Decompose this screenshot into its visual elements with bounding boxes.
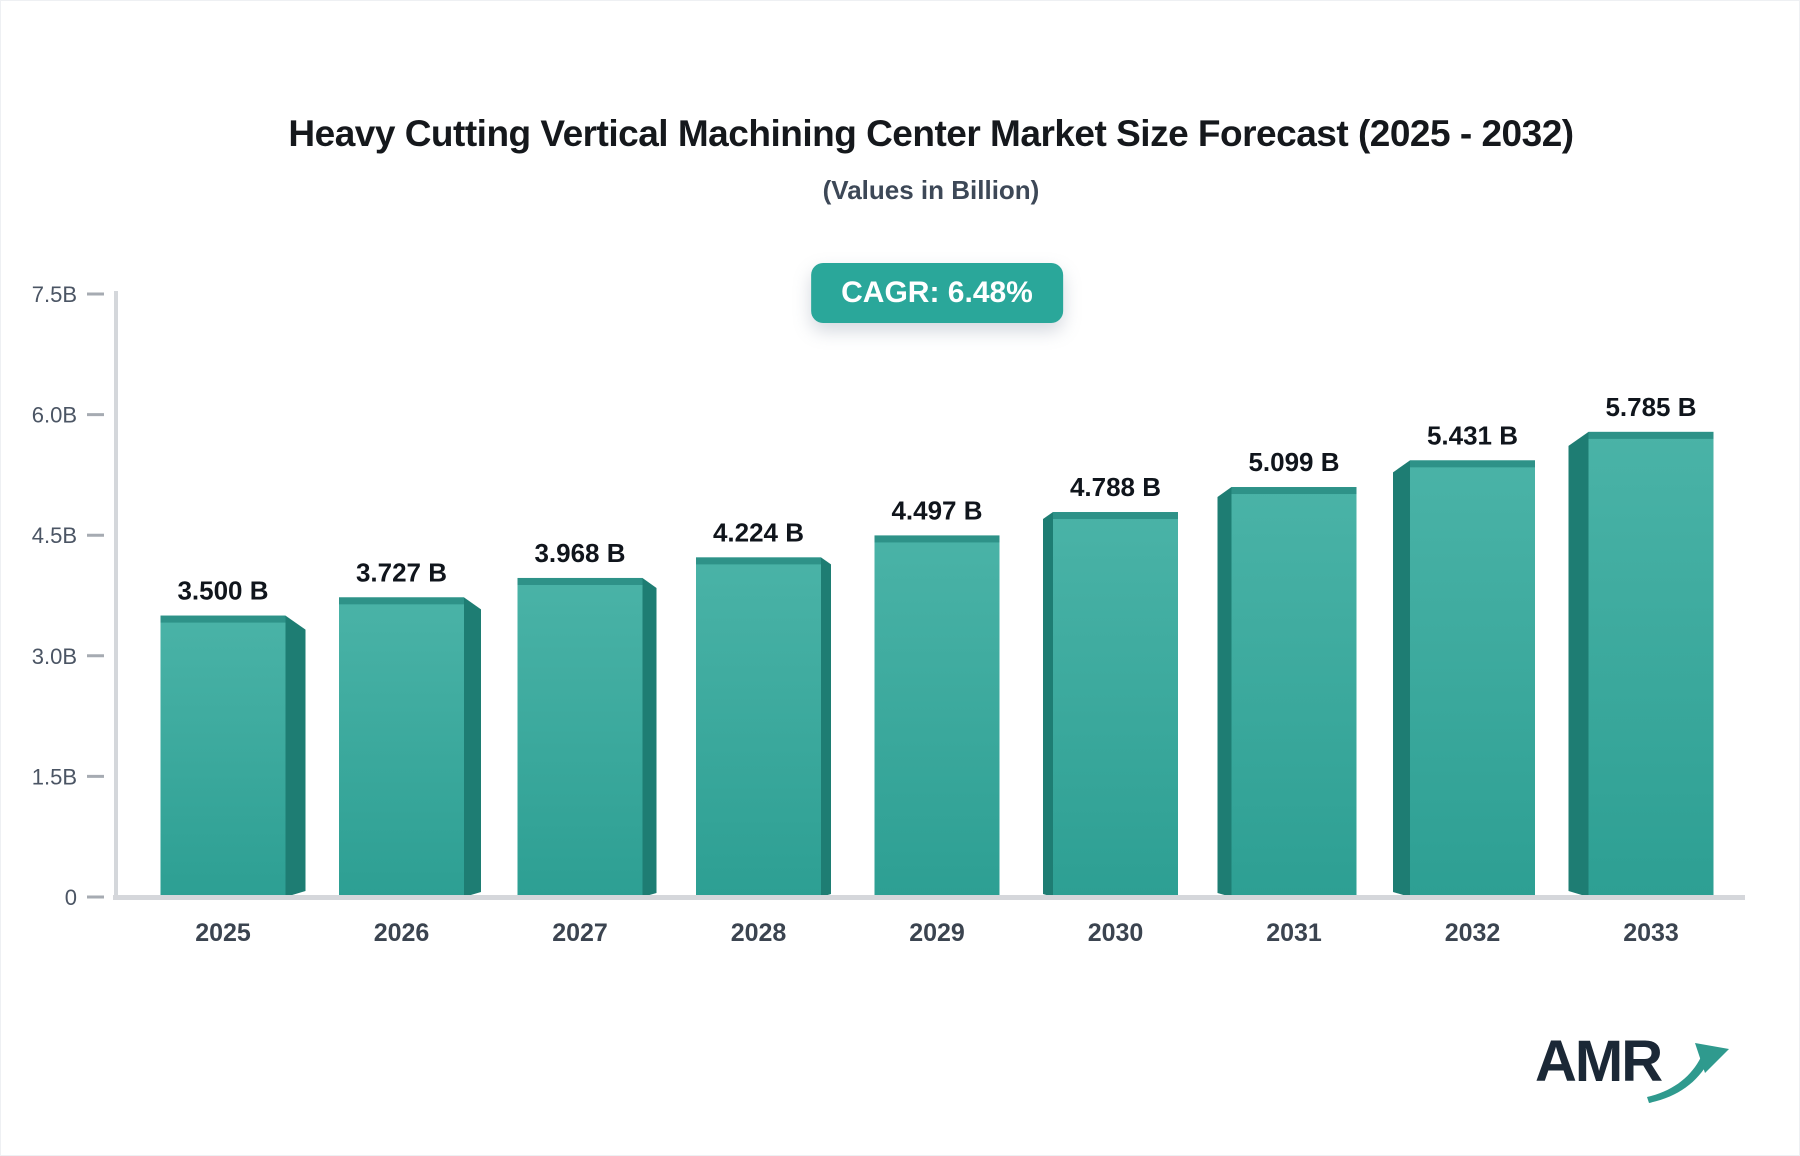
- x-axis-label: 2030: [1088, 919, 1144, 947]
- bar-side: [821, 557, 831, 897]
- bar-group: 5.785 B 2033: [1568, 392, 1714, 947]
- chart-subtitle: (Values in Billion): [822, 175, 1040, 205]
- bar-face: [696, 557, 821, 897]
- y-tick-label: 4.5B: [32, 523, 77, 548]
- bar-value-label: 3.727 B: [356, 557, 447, 587]
- bar-value-label: 5.785 B: [1605, 392, 1696, 422]
- bar-face: [874, 535, 1000, 897]
- x-axis-label: 2029: [909, 919, 965, 947]
- amr-logo: AMR: [1535, 1033, 1733, 1107]
- bar-face: [339, 597, 464, 897]
- bar-value-label: 4.224 B: [713, 517, 804, 547]
- chart-title: Heavy Cutting Vertical Machining Center …: [288, 113, 1574, 154]
- bar-top-edge: [1231, 487, 1357, 495]
- x-axis-label: 2033: [1623, 919, 1679, 947]
- y-tick-label: 6.0B: [32, 403, 77, 428]
- y-tick-label: 1.5B: [32, 764, 77, 789]
- bar-group: 3.968 B 2027: [517, 538, 657, 947]
- y-tick-label: 7.5B: [32, 282, 77, 307]
- x-axis-label: 2032: [1445, 919, 1501, 947]
- x-axis-label: 2031: [1266, 919, 1322, 947]
- amr-logo-text: AMR: [1535, 1029, 1663, 1094]
- bar-top-edge: [1410, 460, 1535, 468]
- bar-group: 4.788 B 2030: [1043, 472, 1178, 947]
- bar-top-edge: [696, 557, 821, 565]
- bar-side: [285, 615, 306, 897]
- bar-top-edge: [874, 535, 1000, 543]
- growth-arrow-icon: [1647, 1043, 1730, 1103]
- y-axis-line: [114, 291, 118, 897]
- bar-top-edge: [1588, 431, 1714, 439]
- bar-top-edge: [517, 577, 643, 585]
- bar-group: 4.224 B 2028: [696, 517, 831, 947]
- bar-face: [1053, 512, 1178, 897]
- bar-face: [1588, 431, 1714, 897]
- bar-group: 3.500 B 2025: [160, 576, 306, 947]
- bar-value-label: 4.497 B: [891, 495, 982, 525]
- y-tick-label: 3.0B: [32, 644, 77, 669]
- bar-side: [1217, 487, 1232, 897]
- bar-face: [1231, 487, 1357, 897]
- x-axis-label: 2025: [195, 919, 251, 947]
- bar-value-label: 4.788 B: [1070, 472, 1161, 502]
- bar-side: [1043, 512, 1053, 897]
- cagr-badge: CAGR: 6.48%: [811, 263, 1063, 323]
- bar-top-edge: [1053, 512, 1178, 520]
- bar-value-label: 5.099 B: [1248, 447, 1339, 477]
- bar-value-label: 3.500 B: [177, 576, 268, 606]
- y-tick-label: 0: [65, 885, 77, 910]
- bar-value-label: 5.431 B: [1427, 420, 1518, 450]
- bar-group: 5.431 B 2032: [1393, 420, 1535, 947]
- bar-group: 4.497 B 2029: [874, 495, 1000, 947]
- bar-value-label: 3.968 B: [534, 538, 625, 568]
- bar-face: [1410, 460, 1535, 897]
- bar-group: 5.099 B 2031: [1217, 447, 1357, 947]
- x-axis-line: [113, 895, 1745, 900]
- bar-side: [1393, 460, 1410, 897]
- bar-side: [642, 577, 657, 897]
- x-axis-label: 2027: [552, 919, 608, 947]
- x-axis-label: 2028: [731, 919, 787, 947]
- bar-top-edge: [160, 615, 286, 623]
- x-axis-label: 2026: [374, 919, 430, 947]
- bar-face: [517, 577, 643, 897]
- bar-side: [1568, 431, 1589, 897]
- bar-top-edge: [339, 597, 464, 605]
- bar-group: 3.727 B 2026: [339, 557, 481, 947]
- bar-face: [160, 615, 286, 897]
- bar-side: [464, 597, 481, 897]
